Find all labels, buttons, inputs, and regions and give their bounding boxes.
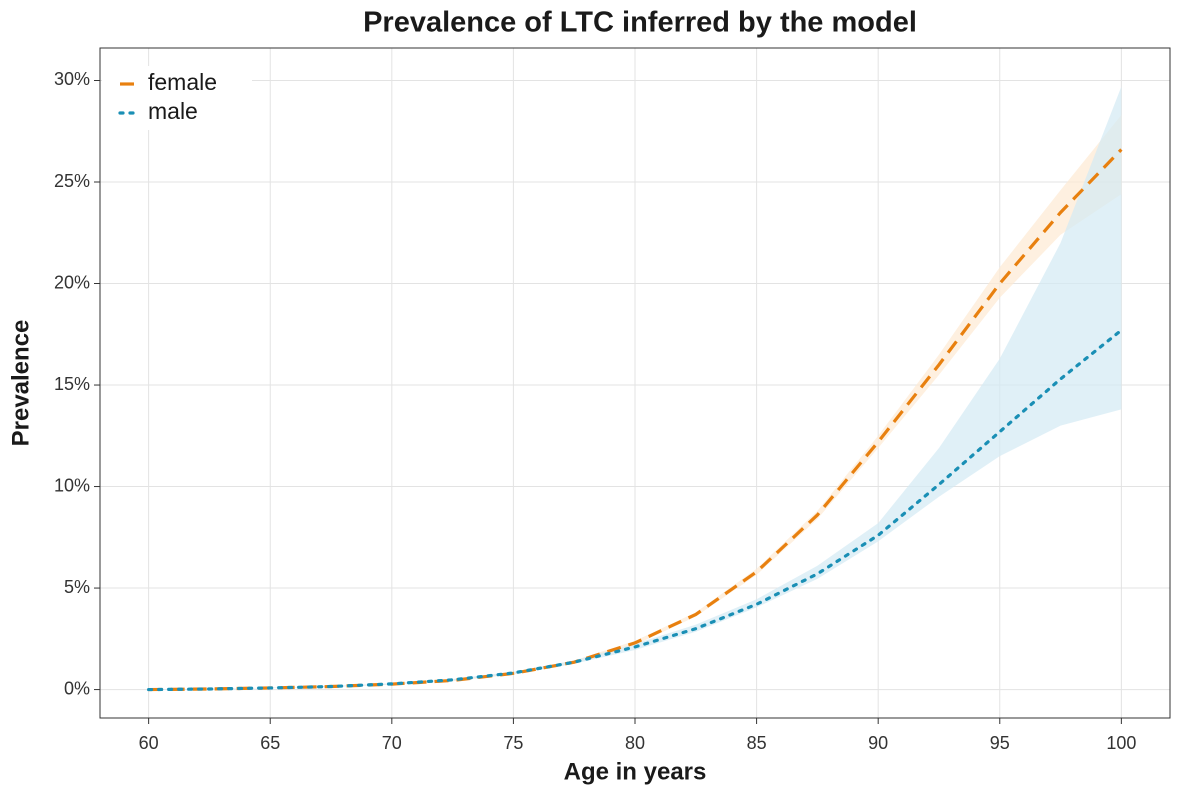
x-tick-label: 75	[503, 733, 523, 753]
x-tick-label: 90	[868, 733, 888, 753]
y-tick-label: 30%	[54, 69, 90, 89]
x-tick-label: 60	[139, 733, 159, 753]
chart-title: Prevalence of LTC inferred by the model	[363, 7, 917, 39]
x-tick-label: 80	[625, 733, 645, 753]
y-tick-label: 0%	[64, 678, 90, 698]
x-tick-label: 95	[990, 733, 1010, 753]
x-tick-label: 65	[260, 733, 280, 753]
x-tick-label: 100	[1106, 733, 1136, 753]
legend-background	[102, 66, 252, 130]
confidence-band	[148, 86, 1122, 690]
legend-label: male	[148, 98, 198, 124]
plot-border	[99, 47, 1171, 719]
x-axis-label: Age in years	[564, 758, 707, 785]
legend-label: female	[148, 69, 217, 95]
line	[147, 328, 1123, 692]
y-tick-label: 25%	[54, 171, 90, 191]
x-tick-label: 70	[382, 733, 402, 753]
y-axis-label: Prevalence	[7, 320, 34, 447]
y-tick-label: 15%	[54, 374, 90, 394]
y-tick-label: 20%	[54, 272, 90, 292]
x-tick-label: 85	[747, 733, 767, 753]
y-tick-label: 5%	[64, 577, 90, 597]
y-tick-label: 10%	[54, 475, 90, 495]
